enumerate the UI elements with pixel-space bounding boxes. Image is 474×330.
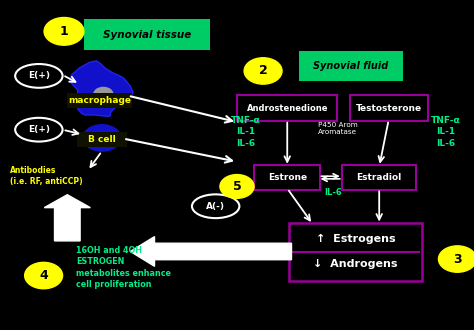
FancyBboxPatch shape (77, 132, 127, 147)
Text: E(+): E(+) (28, 71, 50, 81)
Text: 4: 4 (39, 269, 48, 282)
FancyBboxPatch shape (237, 95, 337, 121)
Polygon shape (70, 61, 133, 116)
FancyBboxPatch shape (84, 19, 210, 50)
Text: TNF-α
IL-1
IL-6: TNF-α IL-1 IL-6 (231, 116, 260, 148)
Circle shape (220, 175, 254, 198)
Text: 16OH and 4OH
ESTROGEN
metabolites enhance
cell proliferation: 16OH and 4OH ESTROGEN metabolites enhanc… (76, 246, 171, 289)
Circle shape (83, 125, 121, 151)
Text: Synovial fluid: Synovial fluid (313, 61, 388, 71)
Text: TNF-α
IL-1
IL-6: TNF-α IL-1 IL-6 (431, 116, 460, 148)
Text: 5: 5 (233, 180, 241, 193)
Text: 1: 1 (60, 25, 68, 38)
FancyBboxPatch shape (349, 95, 428, 121)
Circle shape (438, 246, 474, 272)
Text: B cell: B cell (88, 135, 116, 144)
Text: Antibodies
(i.e. RF, antiCCP): Antibodies (i.e. RF, antiCCP) (10, 166, 83, 186)
Circle shape (244, 58, 282, 84)
Text: ↑  Estrogens: ↑ Estrogens (316, 234, 395, 244)
Text: 3: 3 (453, 252, 462, 266)
Text: Androstenedione: Androstenedione (246, 104, 328, 113)
Text: Synovial tissue: Synovial tissue (103, 30, 191, 40)
FancyBboxPatch shape (342, 165, 416, 190)
Text: Testosterone: Testosterone (356, 104, 422, 113)
Text: 2: 2 (259, 64, 267, 78)
Text: Estradiol: Estradiol (356, 173, 402, 182)
FancyBboxPatch shape (254, 165, 320, 190)
Circle shape (94, 87, 113, 101)
FancyArrow shape (44, 195, 91, 241)
Circle shape (44, 17, 84, 45)
FancyBboxPatch shape (67, 93, 132, 108)
Text: macrophage: macrophage (68, 96, 131, 105)
FancyBboxPatch shape (289, 223, 422, 280)
Text: A(-): A(-) (206, 202, 225, 211)
Text: E(+): E(+) (28, 125, 50, 134)
Text: IL-6: IL-6 (324, 187, 342, 197)
Text: Estrone: Estrone (268, 173, 307, 182)
Text: ↓  Androgens: ↓ Androgens (313, 259, 398, 269)
Circle shape (25, 262, 63, 289)
Text: P450 Arom
Aromatase: P450 Arom Aromatase (318, 122, 358, 135)
FancyArrow shape (130, 237, 292, 266)
FancyBboxPatch shape (299, 51, 403, 81)
